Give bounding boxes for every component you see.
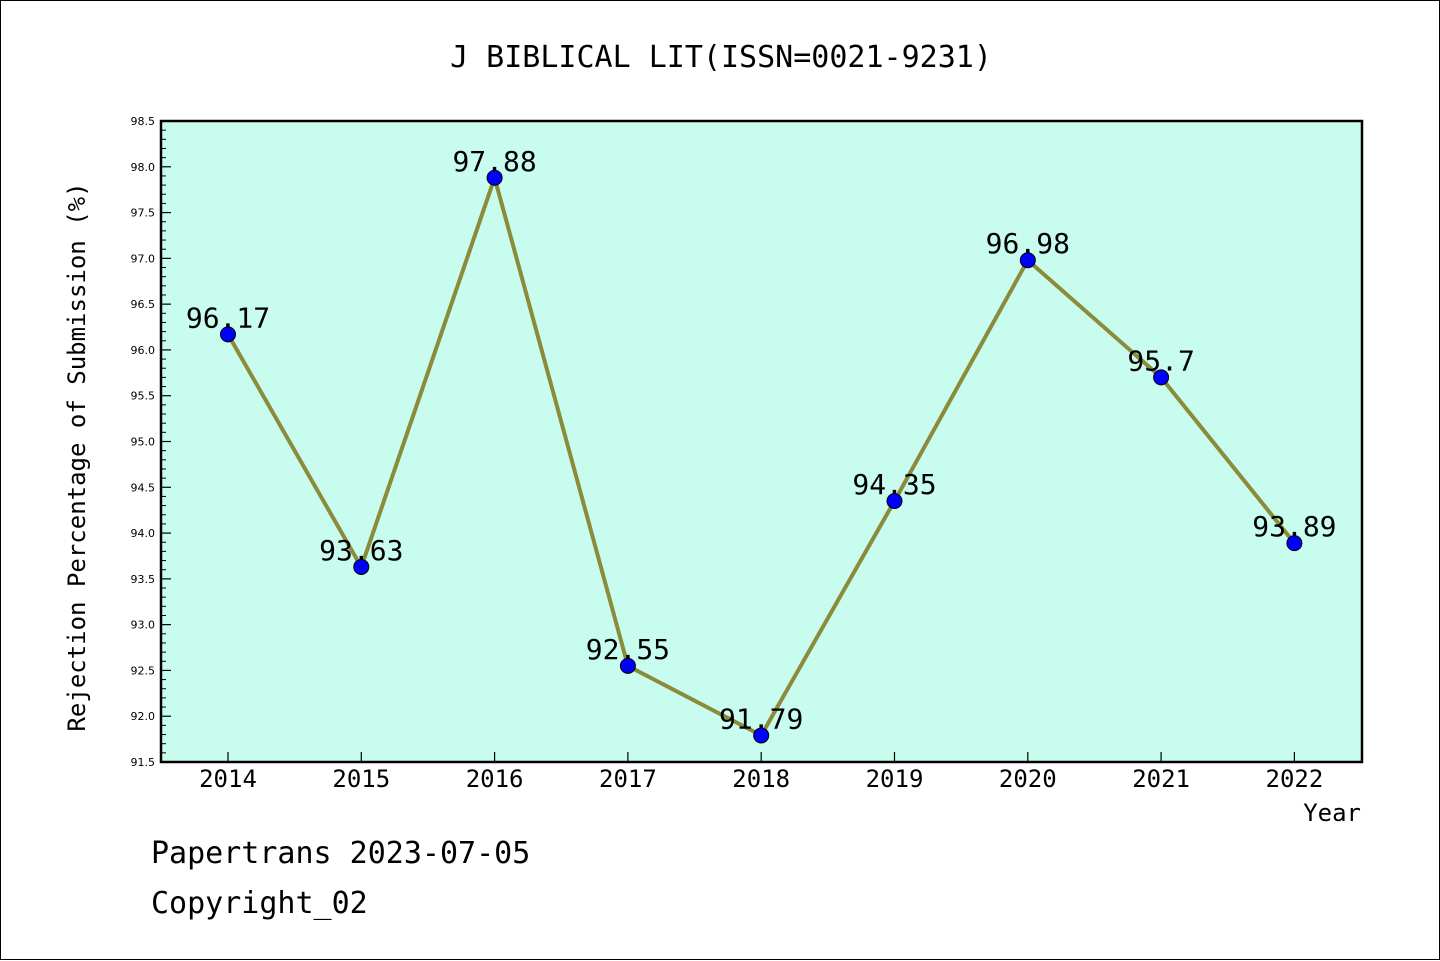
- y-tick-label: 98.5: [131, 115, 156, 128]
- data-label: 92.55: [586, 633, 670, 666]
- x-tick-label: 2015: [332, 765, 390, 793]
- x-tick-label: 2016: [466, 765, 524, 793]
- data-label: 96.17: [186, 301, 270, 334]
- y-tick-label: 94.0: [131, 527, 156, 540]
- data-point: [486, 169, 503, 186]
- y-tick-label: 94.5: [131, 481, 156, 494]
- data-point: [886, 493, 903, 510]
- y-tick-label: 93.0: [131, 619, 156, 632]
- data-label: 95.7: [1127, 344, 1194, 377]
- data-point: [1153, 369, 1170, 386]
- y-tick-label: 96.0: [131, 344, 156, 357]
- y-tick-label: 91.5: [131, 756, 156, 769]
- data-label: 91.79: [719, 702, 803, 735]
- x-tick-label: 2019: [866, 765, 924, 793]
- series-line: 96.17 93.63 97.88 92.55 91.79 94.35 96.98 95.7 9…: [186, 145, 1337, 744]
- data-label: 94.35: [852, 468, 936, 501]
- x-tick-label: 2021: [1132, 765, 1190, 793]
- data-label: 93.89: [1252, 510, 1336, 543]
- y-tick-label: 95.0: [131, 436, 156, 449]
- x-tick-label: 2017: [599, 765, 657, 793]
- y-tick-label: 98.0: [131, 161, 156, 174]
- x-axis: 2014 2015 2016 2017 2018 2019 2020 2021 2022: [199, 752, 1323, 793]
- x-axis-label: Year: [1303, 799, 1361, 827]
- y-axis-label: Rejection Percentage of Submission (%): [63, 182, 91, 731]
- data-point: [619, 657, 636, 674]
- y-tick-label: 96.5: [131, 298, 156, 311]
- y-tick-label: 97.0: [131, 252, 156, 265]
- data-label: 93.63: [319, 534, 403, 567]
- data-point: [753, 727, 770, 744]
- data-label: 96.98: [986, 227, 1070, 260]
- x-tick-label: 2022: [1266, 765, 1324, 793]
- data-label: 97.88: [452, 145, 536, 178]
- y-axis: 91.5 92.0 92.5 93.0 93.5 94.0 94.5 95.0 95.5 96.0…: [131, 115, 171, 769]
- y-tick-label: 97.5: [131, 207, 156, 220]
- footer-date: Papertrans 2023-07-05: [151, 836, 531, 871]
- y-tick-label: 93.5: [131, 573, 156, 586]
- data-point: [220, 326, 236, 343]
- y-tick-label: 92.5: [131, 664, 156, 677]
- data-point: [1019, 252, 1036, 269]
- footer-copyright: Copyright_02: [151, 886, 368, 921]
- x-tick-label: 2020: [999, 765, 1057, 793]
- y-tick-label: 95.5: [131, 390, 156, 403]
- x-tick-label: 2014: [199, 765, 257, 793]
- data-point: [353, 558, 370, 575]
- chart-title: J BIBLICAL LIT(ISSN=0021-9231): [450, 40, 992, 75]
- data-point: [1286, 535, 1303, 552]
- plot-area: [159, 119, 1364, 764]
- y-tick-label: 92.0: [131, 710, 156, 723]
- x-tick-label: 2018: [732, 765, 790, 793]
